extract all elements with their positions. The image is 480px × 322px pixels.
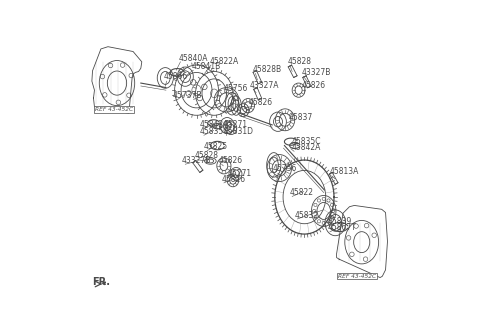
Text: 45840A: 45840A — [179, 54, 208, 63]
Text: 45826: 45826 — [301, 80, 325, 90]
Text: 45825: 45825 — [204, 142, 228, 151]
Text: 43327B: 43327B — [181, 156, 211, 165]
Text: 45841B: 45841B — [192, 62, 221, 71]
Text: 45831D: 45831D — [224, 127, 254, 136]
Text: 45828: 45828 — [288, 57, 312, 66]
Polygon shape — [103, 282, 106, 285]
Text: 45756: 45756 — [224, 84, 248, 93]
Text: 45271: 45271 — [228, 169, 252, 178]
Text: 45842A: 45842A — [200, 120, 229, 129]
Text: 45867T: 45867T — [327, 223, 357, 232]
Text: 45822: 45822 — [290, 188, 314, 197]
Text: REF 43-452C: REF 43-452C — [337, 274, 376, 279]
Text: 43327A: 43327A — [250, 81, 279, 90]
Text: 45837: 45837 — [288, 113, 312, 122]
Text: 45828B: 45828B — [252, 65, 281, 74]
Text: 45842A: 45842A — [291, 143, 321, 152]
Text: 45866: 45866 — [163, 72, 188, 81]
Text: FR.: FR. — [92, 277, 110, 287]
Text: 45826: 45826 — [219, 156, 243, 165]
Text: 45828: 45828 — [195, 151, 219, 160]
Text: REF 43-452C: REF 43-452C — [96, 107, 133, 112]
Text: 45822A: 45822A — [209, 57, 239, 66]
Text: 45835C: 45835C — [291, 137, 321, 146]
Text: 45756: 45756 — [273, 164, 297, 173]
Text: 45832: 45832 — [295, 211, 319, 220]
Text: 45835C: 45835C — [200, 127, 229, 136]
Text: 45271: 45271 — [224, 120, 248, 129]
Text: 45839: 45839 — [327, 217, 352, 226]
Text: 45737B: 45737B — [173, 91, 203, 100]
Text: 43327B: 43327B — [301, 68, 331, 77]
Text: 45813A: 45813A — [329, 167, 359, 176]
Text: 45826: 45826 — [221, 175, 245, 184]
Text: 45826: 45826 — [249, 98, 273, 107]
